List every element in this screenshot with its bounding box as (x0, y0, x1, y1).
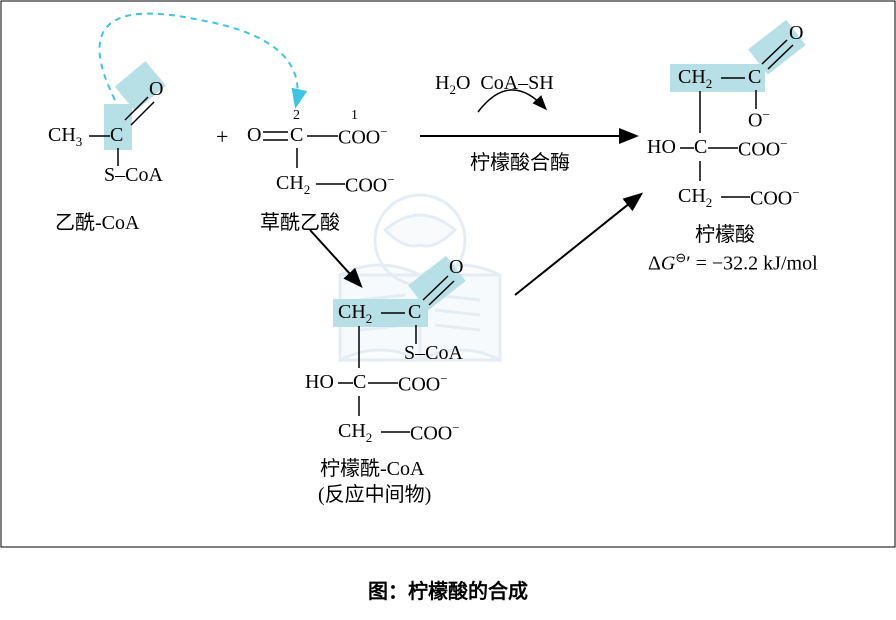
citryl-sub: (反应中间物) (318, 478, 431, 507)
acetyl-o: O (149, 78, 163, 101)
citryl-ch2-bot: CH2 (338, 420, 372, 446)
cit-ch2-bot: CH2 (678, 185, 712, 211)
citryl-c-mid: C (353, 371, 366, 394)
oaa-c2: C (290, 124, 303, 147)
cit-ch2-top: CH2 (678, 66, 712, 92)
cit-name: 柠檬酸 (695, 218, 755, 247)
citryl-coo-bot: COO− (410, 420, 460, 446)
oaa-ch2: CH2 (276, 172, 310, 198)
acetyl-name: 乙酰-CoA (55, 206, 139, 235)
oaa-num1: 1 (351, 108, 358, 124)
oaa-name: 草酰乙酸 (260, 206, 340, 235)
citryl-c-top: C (408, 301, 421, 324)
cit-c-mid: C (694, 136, 707, 159)
cit-ho: HO (647, 136, 676, 159)
acetyl-scoa: S–CoA (104, 164, 163, 187)
oaa-o: O (247, 124, 261, 147)
citryl-name: 柠檬酰-CoA (320, 452, 424, 481)
cit-o: O (789, 22, 803, 45)
cit-coo-bot: COO− (750, 185, 800, 211)
cit-coo-mid: COO− (738, 136, 788, 162)
oaa-num2: 2 (293, 108, 300, 124)
oaa-coo1: COO− (338, 124, 388, 150)
delta-g: ΔG⊖′ = −32.2 kJ/mol (648, 250, 818, 276)
acetyl-ch3: CH3 (48, 124, 82, 150)
citryl-coo-mid: COO− (398, 371, 448, 397)
enzyme-label: 柠檬酸合酶 (470, 146, 570, 175)
oaa-coo2: COO− (345, 172, 395, 198)
figure-caption: 图：柠檬酸的合成 (0, 575, 896, 604)
diagram-canvas: CH3 C O S–CoA 乙酰-CoA + O 2 C 1 COO− CH2 … (0, 0, 896, 620)
citryl-o: O (449, 256, 463, 279)
cit-o-minus: O− (748, 107, 770, 133)
citryl-ho: HO (305, 371, 334, 394)
acetyl-c: C (110, 124, 123, 147)
reagents: H2O CoA–SH (435, 72, 554, 98)
cit-c-top: C (748, 66, 761, 89)
citryl-scoa: S–CoA (404, 342, 463, 365)
citryl-ch2-top: CH2 (338, 301, 372, 327)
plus-sign: + (216, 124, 228, 150)
